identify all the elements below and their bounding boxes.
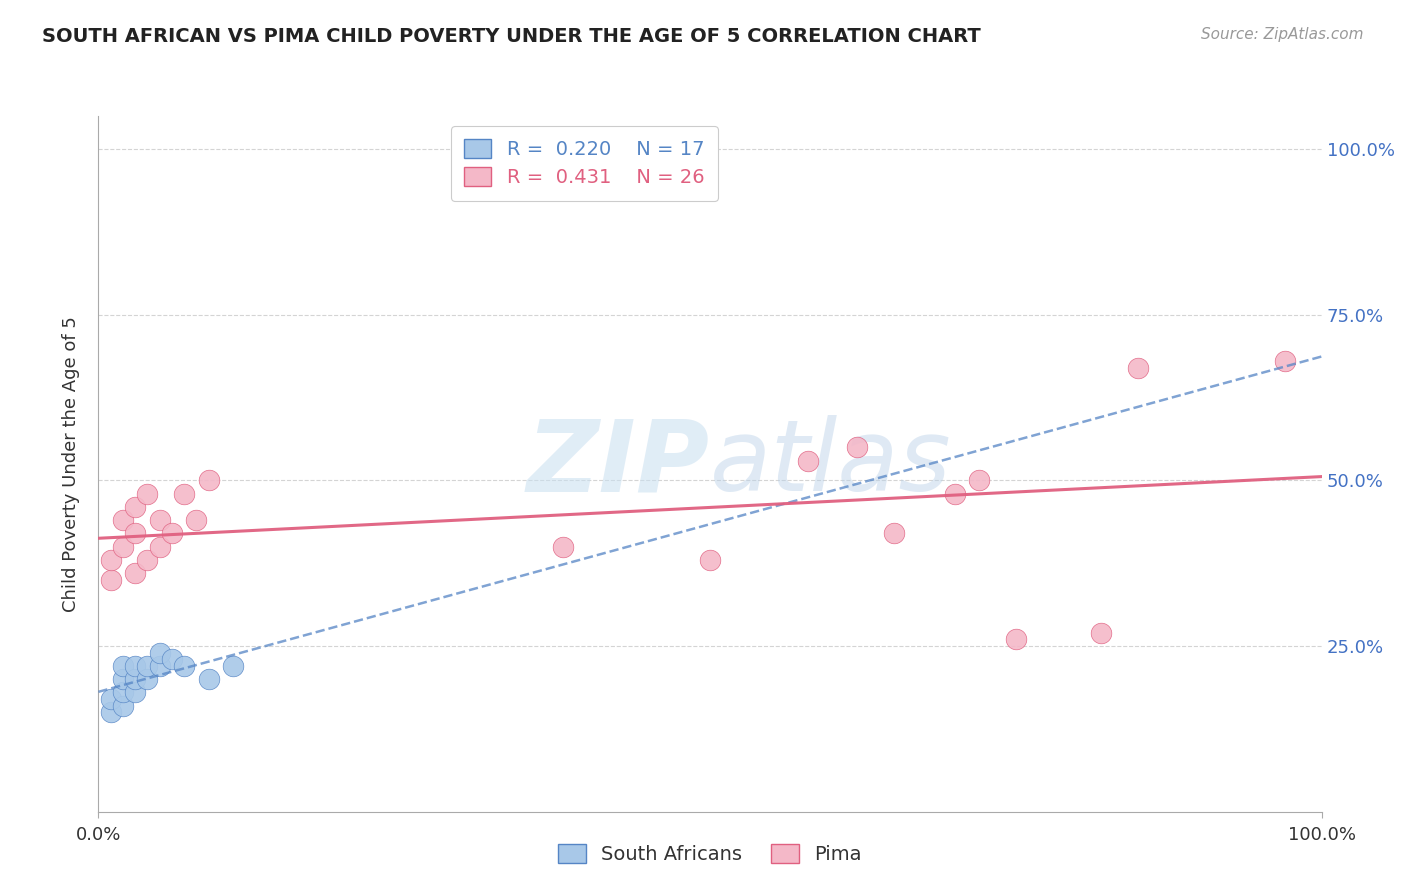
Point bbox=[111, 698, 134, 713]
Point bbox=[111, 685, 134, 699]
Point bbox=[124, 685, 146, 699]
Point bbox=[1004, 632, 1026, 647]
Point bbox=[173, 486, 195, 500]
Point bbox=[797, 453, 820, 467]
Point bbox=[111, 540, 134, 554]
Point bbox=[124, 566, 146, 581]
Point bbox=[173, 659, 195, 673]
Point bbox=[197, 474, 219, 488]
Point bbox=[222, 659, 245, 673]
Point bbox=[124, 526, 146, 541]
Point bbox=[160, 526, 183, 541]
Point bbox=[943, 486, 966, 500]
Point bbox=[186, 513, 208, 527]
Point bbox=[100, 706, 122, 720]
Point bbox=[967, 474, 990, 488]
Y-axis label: Child Poverty Under the Age of 5: Child Poverty Under the Age of 5 bbox=[62, 316, 80, 612]
Point bbox=[124, 500, 146, 514]
Point bbox=[1090, 625, 1112, 640]
Text: Source: ZipAtlas.com: Source: ZipAtlas.com bbox=[1201, 27, 1364, 42]
Point bbox=[1128, 360, 1150, 375]
Point bbox=[149, 540, 172, 554]
Point bbox=[136, 672, 159, 686]
Point bbox=[111, 672, 134, 686]
Text: ZIP: ZIP bbox=[527, 416, 710, 512]
Point bbox=[883, 526, 905, 541]
Point bbox=[845, 440, 868, 454]
Point bbox=[111, 659, 134, 673]
Point bbox=[136, 486, 159, 500]
Point bbox=[1274, 354, 1296, 368]
Point bbox=[100, 553, 122, 567]
Point bbox=[699, 553, 721, 567]
Point bbox=[136, 553, 159, 567]
Point bbox=[149, 646, 172, 660]
Point bbox=[149, 513, 172, 527]
Text: SOUTH AFRICAN VS PIMA CHILD POVERTY UNDER THE AGE OF 5 CORRELATION CHART: SOUTH AFRICAN VS PIMA CHILD POVERTY UNDE… bbox=[42, 27, 981, 45]
Point bbox=[136, 659, 159, 673]
Point bbox=[124, 672, 146, 686]
Point bbox=[100, 692, 122, 706]
Point bbox=[124, 659, 146, 673]
Point bbox=[553, 540, 575, 554]
Point bbox=[160, 652, 183, 666]
Point bbox=[149, 659, 172, 673]
Point bbox=[197, 672, 219, 686]
Legend: South Africans, Pima: South Africans, Pima bbox=[551, 836, 869, 871]
Point bbox=[100, 573, 122, 587]
Point bbox=[111, 513, 134, 527]
Text: atlas: atlas bbox=[710, 416, 952, 512]
